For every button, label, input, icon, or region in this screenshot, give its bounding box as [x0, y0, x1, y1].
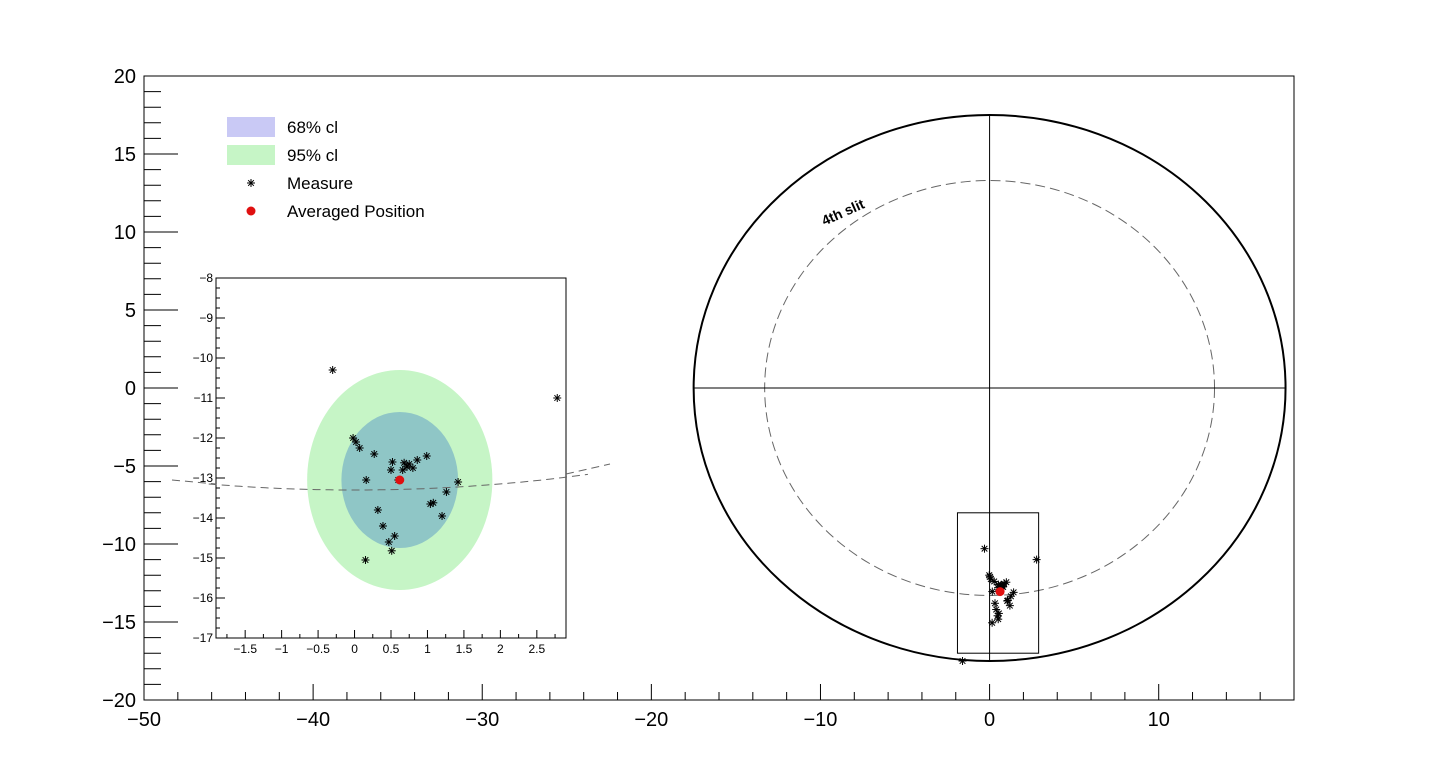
- legend-dot: [246, 206, 256, 216]
- measure-point: [988, 618, 997, 627]
- inset-x-tick-label: 2.5: [528, 642, 545, 656]
- measure-point: [1032, 555, 1041, 564]
- inset-measure-point: [413, 456, 422, 464]
- y-tick-label: −20: [102, 690, 136, 712]
- legend-swatch: [227, 145, 275, 165]
- measure-point: [990, 577, 999, 586]
- x-tick-label: −40: [296, 709, 330, 731]
- inset-measure-point: [361, 556, 370, 564]
- y-tick-label: 15: [114, 144, 136, 166]
- inset-y-tick-label: −12: [193, 431, 214, 445]
- inset-measure-point: [442, 488, 451, 496]
- inset-measure-point: [370, 450, 379, 458]
- y-tick-label: −5: [113, 456, 136, 478]
- measure-point: [991, 599, 999, 608]
- inset-x-tick-label: −1: [275, 642, 289, 656]
- averaged-position-point: [995, 587, 1005, 597]
- x-tick-label: 10: [1148, 709, 1170, 731]
- measure-point: [958, 657, 967, 665]
- measure-point: [980, 544, 989, 553]
- inset-measure-point: [328, 366, 337, 374]
- inset-slit-arc: [208, 473, 588, 491]
- inset-measure-point: [553, 394, 562, 402]
- legend-asterisk: [247, 179, 255, 187]
- inset-y-tick-label: −9: [199, 311, 213, 325]
- inset-x-tick-label: 1: [424, 642, 431, 656]
- x-tick-label: −10: [804, 709, 838, 731]
- inset-measure-point: [398, 466, 407, 474]
- inset-y-tick-label: −8: [199, 271, 213, 285]
- inset-measure-point: [373, 506, 382, 514]
- inset-measure-point: [403, 462, 412, 471]
- inset-measure-point: [438, 512, 447, 520]
- measure-point: [1006, 592, 1015, 601]
- inset-y-tick-label: −13: [193, 471, 214, 485]
- y-tick-label: 20: [114, 66, 136, 88]
- inset-y-tick-label: −10: [193, 351, 214, 365]
- inset-plot: −1.5 −1 −0.5 0 0.5 1 1.5 2 2.5 −8 −9 −10 −11 −12 −13 −1…: [171, 271, 611, 656]
- zoom-box: [956, 512, 1040, 654]
- inset-measure-point: [429, 498, 438, 507]
- inset-y-tick-label: −14: [193, 511, 214, 525]
- measure-point: [1009, 588, 1018, 597]
- inset-x-tick-label: 1.5: [456, 642, 473, 656]
- inset-measure-point: [378, 522, 387, 530]
- legend-label: Measure: [287, 174, 353, 193]
- y-tick-label: 0: [125, 378, 136, 400]
- legend: 68% cl 95% cl Measure Averaged Position: [227, 117, 425, 221]
- inset-y-tick-label: −17: [193, 631, 214, 645]
- inset-measure-point: [352, 438, 360, 446]
- measure-point: [992, 605, 1001, 614]
- legend-label: 95% cl: [287, 146, 338, 165]
- inset-slit-arc-extension: [171, 463, 611, 485]
- inset-x-tick-label: 0.5: [383, 642, 400, 656]
- inset-measure-point: [387, 466, 395, 474]
- x-tick-label: −50: [127, 709, 161, 731]
- legend-label: Averaged Position: [287, 202, 425, 221]
- measure-point: [1002, 578, 1011, 587]
- inset-x-tick-label: −0.5: [306, 642, 330, 656]
- inset-measure-point: [387, 546, 396, 555]
- y-tick-label: −10: [102, 534, 136, 556]
- x-tick-label: −20: [634, 709, 668, 731]
- inset-averaged-position: [395, 475, 405, 485]
- legend-label: 68% cl: [287, 118, 338, 137]
- measure-point: [988, 587, 997, 596]
- inset-x-tick-label: 0: [351, 642, 358, 656]
- inset-measure-point: [408, 464, 417, 472]
- y-tick-label: −15: [102, 612, 136, 634]
- inset-measure-point: [355, 444, 364, 452]
- inset-x-tick-label: 2: [497, 642, 504, 656]
- measure-point: [1005, 601, 1014, 610]
- inset-y-tick-label: −11: [194, 391, 214, 405]
- inset-measure-point: [384, 538, 393, 546]
- y-tick-label: 10: [114, 222, 136, 244]
- inset-measure-point: [388, 458, 397, 466]
- inset-measure-point: [362, 476, 371, 484]
- inset-measure-point: [454, 478, 463, 486]
- x-tick-label: −30: [465, 709, 499, 731]
- inset-x-tick-label: −1.5: [233, 642, 257, 656]
- inset-y-tick-label: −15: [193, 551, 214, 565]
- measure-point: [994, 615, 1003, 624]
- inset-measure-point: [422, 452, 431, 460]
- main-measures: [958, 544, 1041, 665]
- x-tick-label: 0: [984, 709, 995, 731]
- inset-measure-point: [390, 532, 399, 540]
- legend-swatch: [227, 117, 275, 137]
- y-tick-label: 5: [125, 300, 136, 322]
- slit-label: 4th slit: [819, 195, 867, 228]
- inset-y-tick-label: −16: [193, 591, 214, 605]
